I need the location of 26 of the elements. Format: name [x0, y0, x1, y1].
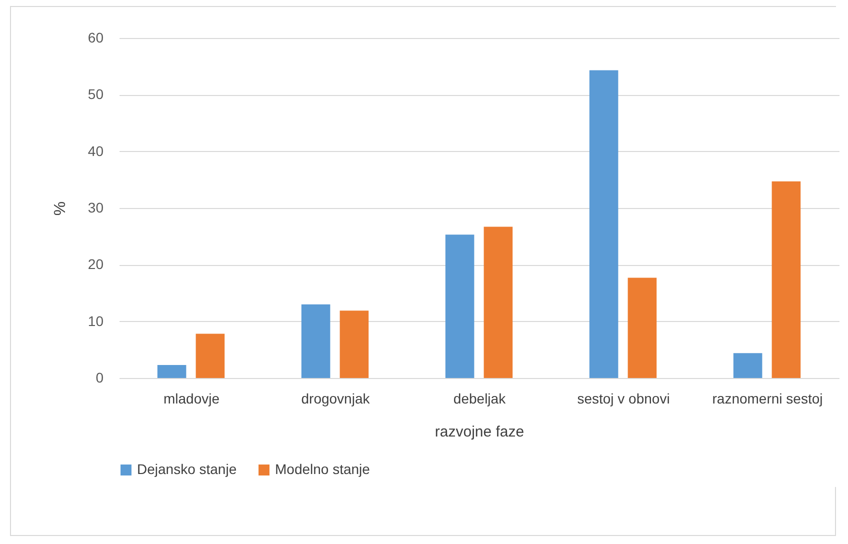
y-tick-label: 50 [88, 86, 104, 102]
x-tick-label: drogovnjak [301, 390, 371, 406]
x-tick-label: mladovje [163, 390, 220, 406]
bar [196, 334, 225, 378]
y-axis-title: % [52, 201, 69, 216]
x-tick-label: debeljak [453, 390, 507, 406]
bar [733, 353, 762, 378]
y-tick-label: 60 [88, 30, 104, 46]
bar [157, 364, 186, 378]
y-tick-label: 40 [88, 142, 104, 159]
bar [589, 70, 618, 378]
bar [340, 310, 369, 378]
bar [484, 226, 513, 378]
y-tick-label: 10 [88, 312, 104, 329]
legend-label: Dejansko stanje [137, 461, 237, 477]
legend-label: Modelno stanje [275, 461, 370, 477]
x-tick-label: raznomerni sestoj [712, 390, 823, 406]
bar [445, 234, 474, 378]
bar [301, 304, 330, 378]
y-tick-label: 0 [96, 370, 104, 386]
x-tick-label: sestoj v obnovi [577, 390, 670, 406]
bar [772, 181, 801, 378]
y-tick-label: 20 [88, 256, 104, 272]
x-axis-title: razvojne faze [434, 424, 524, 440]
bar [628, 278, 657, 378]
y-tick-label: 30 [88, 200, 104, 216]
